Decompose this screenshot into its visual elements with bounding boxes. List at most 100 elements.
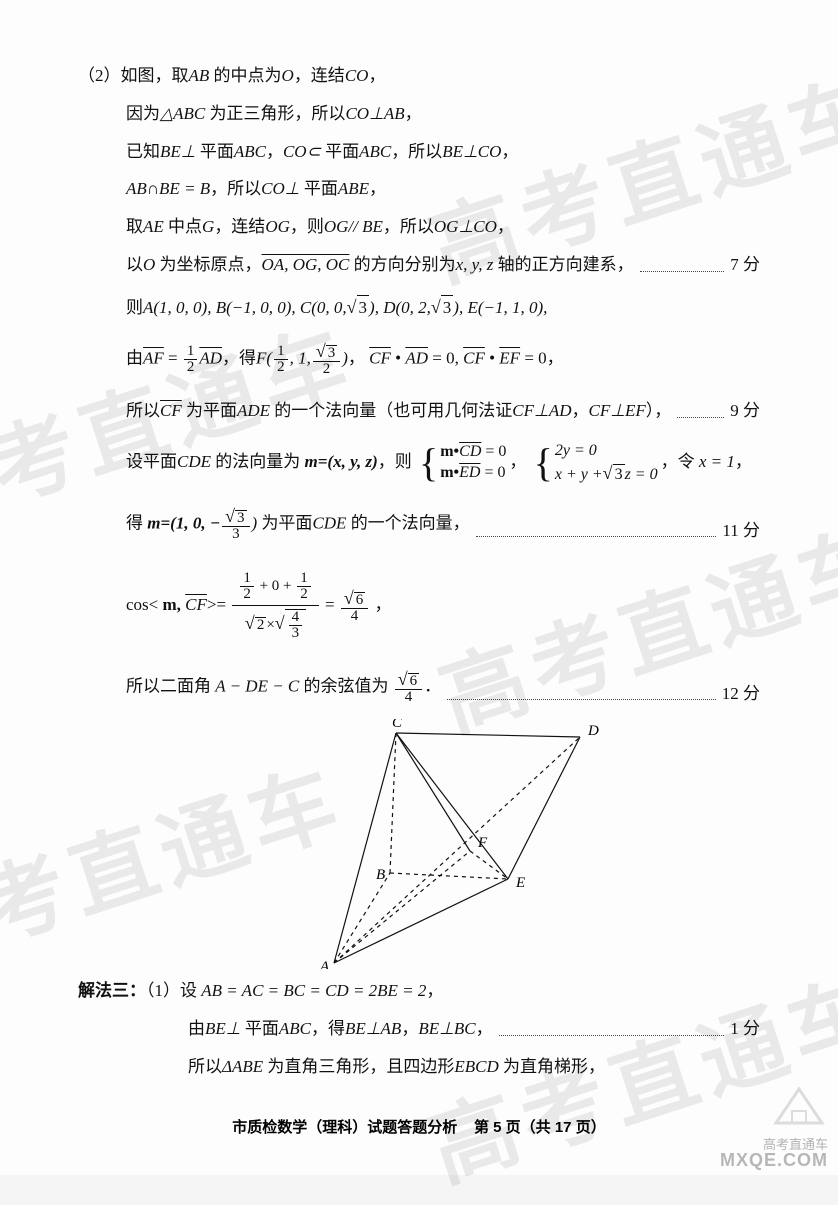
- score-9: 9 分: [730, 399, 760, 423]
- t: 的法向量为: [211, 452, 300, 471]
- t: 为正三角形，所以: [205, 104, 345, 123]
- line-16: 由BE⊥ 平面ABC，得BE⊥AB，BE⊥BC， 1 分: [78, 1017, 760, 1041]
- m: ), E(−1, 1, 0),: [453, 298, 547, 317]
- t: ，: [266, 142, 283, 161]
- m: CO: [261, 179, 285, 198]
- svg-text:D: D: [587, 723, 599, 739]
- t: 平面: [300, 179, 338, 198]
- m: CF: [185, 595, 207, 614]
- m: AB∩BE = B: [126, 179, 210, 198]
- m: ADE: [237, 401, 270, 420]
- m: O: [143, 255, 155, 274]
- t: 中点: [164, 217, 202, 236]
- m: BE⊥CO: [442, 142, 501, 161]
- t: 为直角梯形，: [499, 1057, 605, 1076]
- t: 得: [126, 514, 143, 533]
- t: ，: [476, 1019, 493, 1038]
- m: BE⊥AB: [345, 1019, 401, 1038]
- t: （1）设: [146, 981, 197, 1000]
- m: CF: [160, 401, 182, 420]
- t: ，: [497, 217, 514, 236]
- line-8: 则A(1, 0, 0), B(−1, 0, 0), C(0, 0,3), D(0…: [78, 295, 760, 320]
- big-frac: 12 + 0 + 12 2×43: [232, 568, 318, 644]
- m: O: [282, 66, 294, 85]
- leader-dots: [640, 270, 725, 272]
- svg-text:B: B: [376, 867, 385, 883]
- m: OG⊥CO: [434, 217, 497, 236]
- t: ，: [426, 981, 443, 1000]
- leader-dots: [447, 698, 716, 700]
- geometry-figure: ABCDEF: [234, 719, 604, 969]
- frac: 33: [222, 507, 249, 542]
- t: 平面: [241, 1019, 279, 1038]
- m: AD: [405, 348, 428, 367]
- line-1: （2）如图，取AB 的中点为O，连结CO，: [78, 64, 760, 88]
- frac: 32: [313, 342, 340, 377]
- line-4: AB∩BE = B，所以CO⊥ 平面ABE，: [78, 177, 760, 201]
- line-3: 已知BE⊥ 平面ABC，CO⊂ 平面ABC，所以BE⊥CO，: [78, 140, 760, 164]
- m: m,: [163, 595, 181, 614]
- score-12: 12 分: [722, 682, 760, 706]
- m: CO: [345, 66, 369, 85]
- m: OG// BE: [324, 217, 383, 236]
- t: 为平面: [182, 401, 237, 420]
- t: 平面: [321, 142, 359, 161]
- total: 17: [555, 1119, 572, 1136]
- m: A(1, 0, 0), B(−1, 0, 0), C(0, 0,: [143, 298, 347, 317]
- line-10: 所以CF 为平面ADE 的一个法向量（也可用几何法证CF⊥AD，CF⊥EF）， …: [78, 399, 760, 423]
- line-6: 以O 为坐标原点，OA, OG, OC 的方向分别为x, y, z 轴的正方向建…: [78, 253, 760, 277]
- m: CF⊥AD: [512, 401, 571, 420]
- t: ，: [547, 348, 564, 367]
- t: 所以二面角: [126, 677, 211, 696]
- brace-sys2: { 2y = 0 x + y +3z = 0: [534, 441, 658, 486]
- leader-dots: [677, 416, 724, 418]
- left: 以O 为坐标原点，OA, OG, OC 的方向分别为x, y, z 轴的正方向建…: [126, 253, 634, 277]
- m: CDE: [177, 452, 211, 471]
- t: 所以: [188, 1057, 222, 1076]
- line-13: cos< m, CF>= 12 + 0 + 12 2×43 = 64 ，: [78, 568, 760, 644]
- m: , 1,: [290, 348, 311, 367]
- m: CO⊥AB: [345, 104, 404, 123]
- corner-en: MXQE.COM: [720, 1151, 828, 1169]
- m: ⊂: [307, 142, 321, 161]
- page: 高考直通车 高考直通车 高考直通车 高考直通车 高考直通车 （2）如图，取AB …: [0, 0, 838, 1175]
- t: 的一个法向量（也可用几何法证: [270, 401, 512, 420]
- m: ⊥: [285, 179, 300, 198]
- m: OG: [265, 217, 290, 236]
- line-9: 由AF = 12AD，得F(12, 1,32)， CF • AD = 0, CF…: [78, 342, 760, 377]
- m: CF⊥EF: [588, 401, 645, 420]
- svg-text:C: C: [392, 719, 403, 731]
- m: AD: [199, 348, 222, 367]
- frac: 12: [274, 344, 288, 375]
- t: ．: [424, 677, 441, 696]
- t: ，得: [311, 1019, 345, 1038]
- m: x, y, z: [456, 255, 494, 274]
- frac: 64: [395, 670, 422, 705]
- m: AB: [189, 66, 210, 85]
- leader-dots: [476, 535, 717, 537]
- m: A − DE − C: [215, 677, 299, 696]
- t: 页）: [576, 1119, 606, 1136]
- t: ，所以: [383, 217, 434, 236]
- m: = 0: [524, 348, 546, 367]
- left: 所以CF 为平面ADE 的一个法向量（也可用几何法证CF⊥AD，CF⊥EF），: [126, 399, 671, 423]
- t: ，: [405, 104, 422, 123]
- corner-watermark: 高考直通车 MXQE.COM: [720, 1138, 828, 1169]
- m: CF: [369, 348, 391, 367]
- t: 由: [126, 348, 143, 367]
- t: 的余弦值为: [299, 677, 388, 696]
- frac: 64: [341, 589, 368, 624]
- m: △ABC: [160, 104, 205, 123]
- m: ⊥: [226, 1019, 241, 1038]
- t: ），: [646, 401, 672, 420]
- t: 页（共: [506, 1119, 551, 1136]
- m: G: [202, 217, 214, 236]
- left: 所以二面角 A − DE − C 的余弦值为 64．: [126, 670, 441, 705]
- t: 为直角三角形，且四边形: [263, 1057, 454, 1076]
- t: 则: [126, 298, 143, 317]
- m: BE⊥BC: [418, 1019, 475, 1038]
- m: OA, OG, OC: [262, 255, 350, 274]
- t: 市质检数学（理科）试题答题分析: [232, 1119, 457, 1136]
- m: ABC: [359, 142, 391, 161]
- t: 第: [474, 1119, 489, 1136]
